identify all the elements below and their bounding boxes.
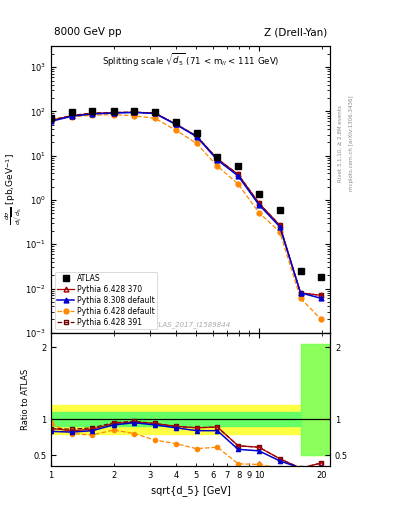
Pythia 6.428 370 xyxy=(194,133,199,139)
ATLAS xyxy=(152,109,157,115)
Pythia 6.428 default xyxy=(298,295,303,302)
Pythia 8.308 default xyxy=(298,290,303,296)
Line: Pythia 6.428 370: Pythia 6.428 370 xyxy=(49,110,324,298)
Pythia 6.428 370 xyxy=(298,290,303,296)
ATLAS xyxy=(90,108,95,114)
Pythia 6.428 370 xyxy=(257,200,261,206)
Pythia 8.308 default xyxy=(132,110,136,116)
Pythia 6.428 391 xyxy=(132,109,136,115)
Pythia 6.428 default xyxy=(277,229,282,235)
Y-axis label: Ratio to ATLAS: Ratio to ATLAS xyxy=(21,369,30,430)
Pythia 8.308 default xyxy=(70,113,74,119)
Pythia 6.428 391 xyxy=(215,156,220,162)
Pythia 6.428 370 xyxy=(70,113,74,119)
ATLAS xyxy=(277,207,282,213)
ATLAS xyxy=(215,154,220,160)
Pythia 6.428 391 xyxy=(277,222,282,228)
Pythia 6.428 370 xyxy=(49,117,53,123)
Pythia 6.428 default xyxy=(90,112,95,118)
Pythia 8.308 default xyxy=(319,295,324,302)
Pythia 8.308 default xyxy=(49,118,53,124)
Text: mcplots.cern.ch [arXiv:1306.3436]: mcplots.cern.ch [arXiv:1306.3436] xyxy=(349,96,354,191)
Pythia 6.428 default xyxy=(132,113,136,119)
Pythia 8.308 default xyxy=(236,173,241,179)
Pythia 6.428 370 xyxy=(277,222,282,228)
Pythia 6.428 default xyxy=(236,181,241,187)
Pythia 6.428 391 xyxy=(90,110,95,116)
ATLAS xyxy=(49,115,53,121)
Text: ATLAS_2017_I1589844: ATLAS_2017_I1589844 xyxy=(151,322,231,329)
Pythia 6.428 default xyxy=(215,163,220,169)
ATLAS xyxy=(257,190,261,197)
ATLAS xyxy=(194,130,199,136)
ATLAS xyxy=(173,119,178,125)
Text: Splitting scale $\sqrt{d_5}$ (71 < m$_{ll}$ < 111 GeV): Splitting scale $\sqrt{d_5}$ (71 < m$_{l… xyxy=(102,52,279,69)
Pythia 6.428 370 xyxy=(152,110,157,116)
Pythia 6.428 default xyxy=(319,316,324,323)
Pythia 8.308 default xyxy=(257,202,261,208)
Legend: ATLAS, Pythia 6.428 370, Pythia 8.308 default, Pythia 6.428 default, Pythia 6.42: ATLAS, Pythia 6.428 370, Pythia 8.308 de… xyxy=(55,272,157,329)
Pythia 6.428 default xyxy=(49,116,53,122)
Pythia 6.428 default xyxy=(257,209,261,216)
ATLAS xyxy=(236,162,241,168)
Text: Z (Drell-Yan): Z (Drell-Yan) xyxy=(264,28,327,37)
Line: Pythia 8.308 default: Pythia 8.308 default xyxy=(49,110,324,301)
Pythia 6.428 391 xyxy=(194,133,199,139)
Pythia 8.308 default xyxy=(173,121,178,127)
Pythia 6.428 391 xyxy=(49,117,53,123)
Pythia 6.428 default xyxy=(173,127,178,133)
X-axis label: sqrt{d_5} [GeV]: sqrt{d_5} [GeV] xyxy=(151,485,231,496)
Pythia 8.308 default xyxy=(277,224,282,230)
Pythia 6.428 370 xyxy=(173,121,178,127)
ATLAS xyxy=(111,109,116,115)
Pythia 8.308 default xyxy=(215,157,220,163)
Pythia 6.428 370 xyxy=(236,171,241,177)
Pythia 6.428 370 xyxy=(111,110,116,116)
ATLAS xyxy=(319,274,324,280)
ATLAS xyxy=(70,110,74,116)
Pythia 6.428 370 xyxy=(90,111,95,117)
Line: Pythia 6.428 391: Pythia 6.428 391 xyxy=(49,110,324,298)
Pythia 6.428 391 xyxy=(298,290,303,296)
Pythia 6.428 370 xyxy=(319,292,324,298)
ATLAS xyxy=(298,268,303,274)
Pythia 6.428 default xyxy=(152,115,157,121)
Pythia 6.428 391 xyxy=(173,121,178,127)
Pythia 6.428 391 xyxy=(70,112,74,118)
Text: Rivet 3.1.10, ≥ 2.8M events: Rivet 3.1.10, ≥ 2.8M events xyxy=(338,105,342,182)
Line: ATLAS: ATLAS xyxy=(48,108,324,281)
Pythia 6.428 391 xyxy=(257,200,261,206)
Line: Pythia 6.428 default: Pythia 6.428 default xyxy=(49,112,324,322)
Y-axis label: $\frac{d\sigma}{d\sqrt{d_5}}$ [pb,GeV$^{-1}$]: $\frac{d\sigma}{d\sqrt{d_5}}$ [pb,GeV$^{… xyxy=(4,154,24,225)
Pythia 6.428 default xyxy=(194,140,199,146)
Pythia 6.428 391 xyxy=(236,171,241,177)
ATLAS xyxy=(132,109,136,115)
Pythia 8.308 default xyxy=(111,110,116,116)
Pythia 8.308 default xyxy=(194,134,199,140)
Pythia 6.428 370 xyxy=(132,109,136,115)
Pythia 6.428 391 xyxy=(111,110,116,116)
Pythia 6.428 370 xyxy=(215,156,220,162)
Text: 8000 GeV pp: 8000 GeV pp xyxy=(54,28,121,37)
Pythia 6.428 391 xyxy=(319,292,324,298)
Pythia 6.428 default xyxy=(111,112,116,118)
Pythia 8.308 default xyxy=(90,111,95,117)
Pythia 6.428 default xyxy=(70,114,74,120)
Pythia 6.428 391 xyxy=(152,110,157,116)
Pythia 8.308 default xyxy=(152,111,157,117)
